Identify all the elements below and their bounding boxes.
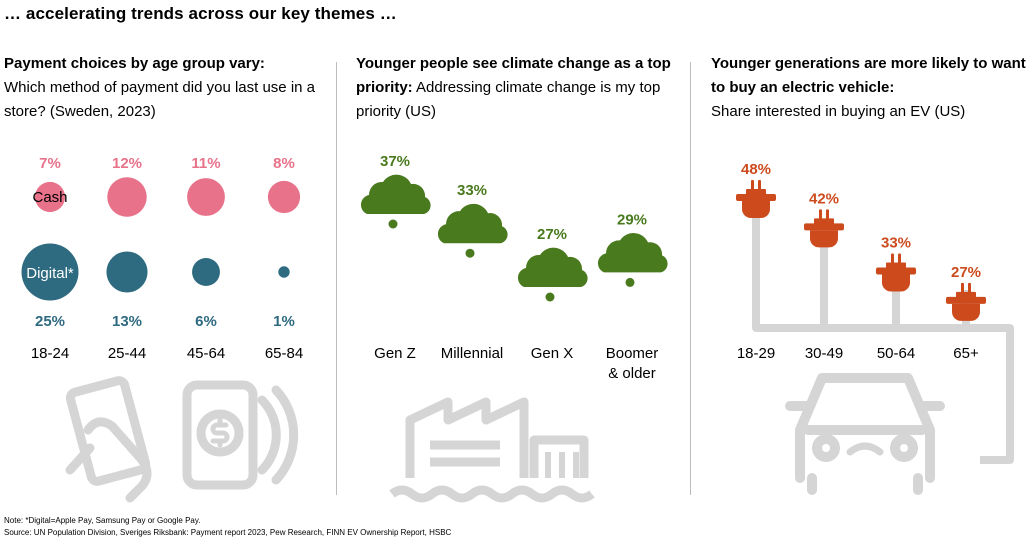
climate-value-label: 33% bbox=[457, 182, 487, 199]
plug-prong-bar bbox=[814, 218, 834, 225]
plug-prong-bar bbox=[956, 291, 976, 298]
climate-value-label: 29% bbox=[617, 211, 647, 228]
digital-bubble bbox=[192, 258, 220, 286]
generation-label: Gen X bbox=[531, 345, 574, 362]
generation-label-line2: & older bbox=[608, 365, 656, 382]
ev-value-label: 33% bbox=[881, 235, 911, 252]
chart-marks: 7% 25% 18-24 12% 13% 25-44 11% 6% 45-64 8% 1% 65-84… bbox=[21, 153, 986, 382]
ev-value-label: 27% bbox=[951, 264, 981, 281]
cash-bubble bbox=[107, 177, 147, 217]
plug-cap bbox=[946, 296, 986, 304]
payment-title-bold: Payment choices by age group vary: bbox=[4, 55, 265, 72]
ev-age-label: 50-64 bbox=[877, 345, 915, 362]
ev-title-rest: Share interested in buying an EV (US) bbox=[711, 103, 966, 120]
climate-title-bold: Younger people see climate change as a t… bbox=[356, 55, 671, 96]
cash-value-label: 11% bbox=[191, 155, 220, 172]
cash-value-label: 12% bbox=[112, 155, 142, 172]
generation-label: Millennial bbox=[441, 345, 504, 362]
payment-title-rest: Which method of payment did you last use… bbox=[4, 79, 316, 120]
footnote-note: Note: *Digital=Apple Pay, Samsung Pay or… bbox=[4, 516, 201, 525]
climate-panel-title: Younger people see climate change as a t… bbox=[356, 52, 686, 124]
footnote-source: Source: UN Population Division, Sveriges… bbox=[4, 528, 452, 537]
digital-series-label: Digital* bbox=[26, 265, 74, 282]
age-group-label: 25-44 bbox=[108, 345, 146, 362]
panel-divider-2 bbox=[690, 62, 691, 495]
hand-card-icon bbox=[65, 376, 152, 503]
car-icon bbox=[785, 373, 945, 495]
digital-bubble bbox=[21, 243, 79, 301]
climate-title-rest: Addressing climate change is my top prio… bbox=[356, 79, 661, 120]
plug-body-icon bbox=[882, 274, 910, 292]
digital-value-label: 1% bbox=[273, 313, 295, 330]
ev-age-label: 18-29 bbox=[737, 345, 775, 362]
payment-panel-title: Payment choices by age group vary: Which … bbox=[4, 52, 324, 124]
digital-bubble bbox=[106, 251, 148, 293]
cash-value-label: 7% bbox=[39, 155, 61, 172]
digital-value-label: 25% bbox=[35, 313, 65, 330]
panel-divider-1 bbox=[336, 62, 337, 495]
cash-bubble bbox=[267, 180, 301, 214]
cloud-drop bbox=[388, 219, 398, 229]
ev-age-label: 30-49 bbox=[805, 345, 843, 362]
plug-prong-bar bbox=[886, 262, 906, 269]
cloud-drop bbox=[465, 248, 475, 258]
phone-payment-icon bbox=[182, 380, 299, 490]
ev-value-label: 48% bbox=[741, 161, 771, 178]
plug-cap bbox=[876, 267, 916, 275]
cash-series-label: Cash bbox=[32, 189, 67, 206]
climate-value-label: 27% bbox=[537, 226, 567, 243]
digital-bubble bbox=[278, 266, 290, 278]
plug-cap bbox=[736, 194, 776, 201]
factory-icon bbox=[389, 397, 595, 503]
cash-bubble bbox=[187, 178, 225, 216]
age-group-label: 45-64 bbox=[187, 345, 225, 362]
page-title: … accelerating trends across our key the… bbox=[4, 4, 397, 23]
cloud-drop bbox=[625, 277, 635, 287]
plug-body-icon bbox=[742, 201, 770, 218]
cloud-icon bbox=[597, 233, 668, 273]
ev-age-label: 65+ bbox=[953, 345, 979, 362]
generation-label: Gen Z bbox=[374, 345, 416, 362]
plug-body-icon bbox=[952, 303, 980, 321]
plug-prong-bar bbox=[746, 189, 766, 195]
ev-value-label: 42% bbox=[809, 190, 839, 207]
plug-cap bbox=[804, 223, 844, 231]
cash-value-label: 8% bbox=[273, 155, 295, 172]
cloud-drop bbox=[545, 292, 555, 302]
cloud-icon bbox=[360, 174, 431, 214]
cloud-icon bbox=[517, 247, 588, 287]
footnote: Note: *Digital=Apple Pay, Samsung Pay or… bbox=[4, 515, 451, 539]
climate-value-label: 37% bbox=[380, 153, 410, 170]
age-group-label: 65-84 bbox=[265, 345, 303, 362]
plug-body-icon bbox=[810, 230, 838, 248]
ev-title-bold: Younger generations are more likely to w… bbox=[711, 55, 1026, 96]
digital-value-label: 6% bbox=[195, 313, 217, 330]
cash-bubble bbox=[34, 181, 66, 213]
age-group-label: 18-24 bbox=[31, 345, 69, 362]
cloud-icon bbox=[437, 203, 508, 244]
ev-panel-title: Younger generations are more likely to w… bbox=[711, 52, 1026, 124]
digital-value-label: 13% bbox=[112, 313, 142, 330]
generation-label: Boomer bbox=[606, 345, 659, 362]
